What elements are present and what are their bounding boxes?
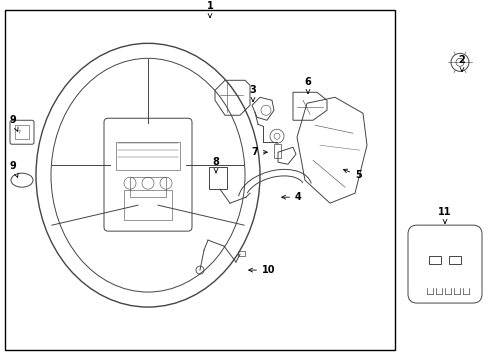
Text: 3: 3 <box>249 85 256 102</box>
Text: 2: 2 <box>458 55 465 71</box>
Text: 8: 8 <box>212 157 219 173</box>
Bar <box>116 142 180 170</box>
Bar <box>15 125 29 139</box>
Text: 5: 5 <box>343 169 361 180</box>
Text: ?: ? <box>18 130 20 135</box>
Text: 4: 4 <box>281 192 301 202</box>
Bar <box>208 167 226 189</box>
Text: 9: 9 <box>10 161 18 177</box>
Bar <box>5 10 394 350</box>
Text: 9: 9 <box>10 115 18 131</box>
Text: 1: 1 <box>206 1 213 18</box>
Text: 10: 10 <box>248 265 275 275</box>
Text: 7: 7 <box>251 147 267 157</box>
Text: 6: 6 <box>304 77 311 93</box>
Text: 11: 11 <box>437 207 451 223</box>
Bar <box>124 190 172 220</box>
Bar <box>238 251 244 256</box>
Bar <box>273 144 281 158</box>
Bar <box>130 177 165 197</box>
